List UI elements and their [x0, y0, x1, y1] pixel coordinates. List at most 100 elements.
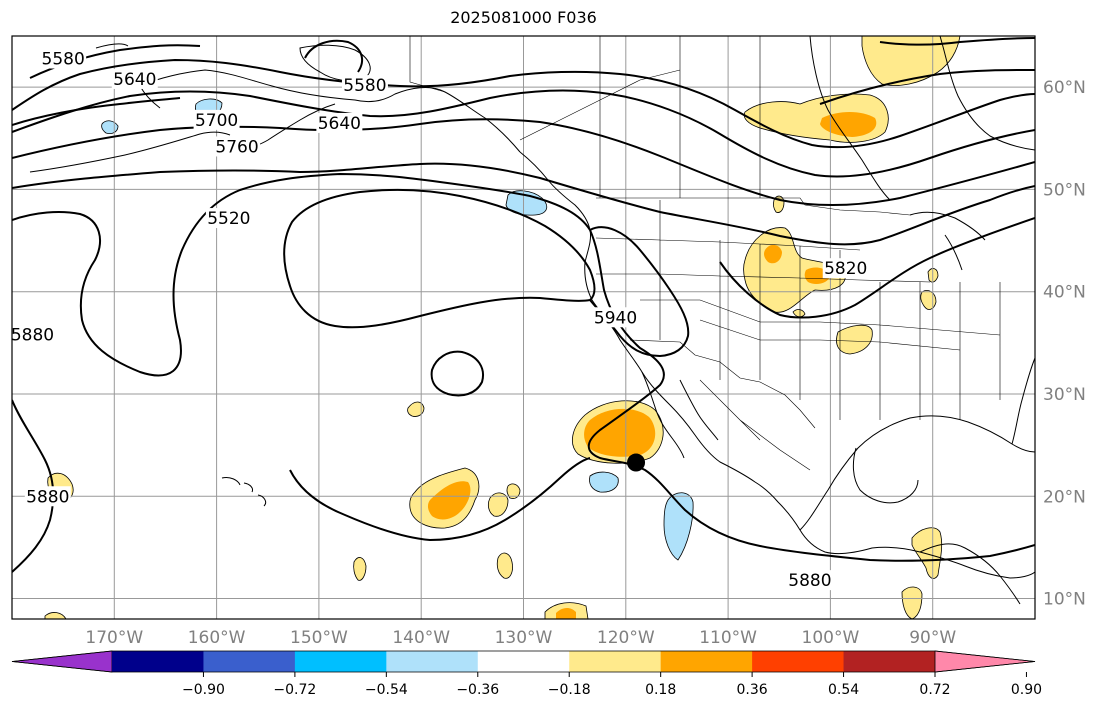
coastline-central-america [919, 543, 1021, 605]
coastline-baja [641, 371, 719, 459]
anomaly-region [427, 481, 471, 520]
coastline-east [1011, 357, 1035, 445]
colorbar-tick-label: 0.54 [828, 682, 859, 698]
coastline-hawaii [221, 477, 267, 507]
colorbar-segment [112, 651, 204, 672]
contour-label: 5640 [316, 112, 363, 134]
axis-tick-labels: 170°W 160°W 150°W 140°W 130°W 120°W 110°W 100°W… [85, 78, 1085, 648]
contour-label: 5880 [11, 324, 56, 346]
coastline-yucatan [852, 447, 919, 504]
lat-tick-label: 10°N [1043, 590, 1086, 610]
lat-tick-label: 40°N [1043, 283, 1086, 303]
anomaly-region [861, 36, 961, 86]
border-mexico-states [699, 379, 811, 471]
height-contours [12, 37, 1035, 573]
border-us-mexico [629, 339, 816, 429]
contour-5520 [879, 37, 1035, 46]
contour-label: 5580 [341, 75, 388, 96]
coastlines [29, 36, 1035, 605]
svg-text:5880: 5880 [788, 571, 831, 591]
lon-tick-label: 170°W [85, 628, 143, 648]
anomaly-region [556, 607, 576, 619]
svg-text:5520: 5520 [207, 209, 250, 229]
lat-tick-label: 20°N [1043, 487, 1086, 507]
svg-text:5880: 5880 [26, 487, 69, 507]
anomaly-region [836, 324, 873, 355]
colorbar-outline [11, 650, 1036, 673]
storm-position-marker [627, 453, 646, 472]
colorbar-tick-label: −0.36 [456, 682, 499, 698]
contour-label: 5640 [111, 68, 158, 90]
anomaly-region [820, 112, 877, 137]
svg-text:5640: 5640 [113, 70, 156, 90]
svg-text:5580: 5580 [42, 50, 85, 70]
svg-text:5760: 5760 [215, 137, 258, 157]
coastline-hudson [809, 36, 1035, 201]
anomaly-region [487, 492, 509, 517]
contour-5940 [589, 226, 690, 358]
anomaly-region [101, 120, 119, 134]
colorbar-segment [752, 651, 845, 672]
svg-text:5880: 5880 [11, 326, 54, 346]
colorbar-tick-label: 0.90 [1011, 682, 1042, 698]
anomaly-region [764, 244, 782, 264]
border-canada-provinces [519, 36, 761, 198]
colorbar-segment [386, 651, 479, 672]
coastline-great-lakes [909, 211, 986, 271]
contour-6000 [430, 350, 484, 397]
colorbar: −0.90 −0.72 −0.54 −0.36 −0.18 0.18 0.36 0.54 0.7… [11, 650, 1042, 698]
contour-label: 5880 [24, 486, 71, 507]
contour-5700 [12, 89, 1035, 178]
lon-tick-label: 130°W [495, 628, 553, 648]
svg-text:5580: 5580 [343, 76, 386, 96]
lat-tick-label: 30°N [1043, 385, 1086, 405]
graticule [12, 36, 1035, 619]
lon-tick-label: 90°W [909, 628, 956, 648]
contour-label: 5520 [205, 208, 252, 229]
contour-5820 [12, 162, 1035, 246]
colorbar-tick-label: −0.72 [273, 682, 316, 698]
colorbar-segment [569, 651, 662, 672]
map-frame [11, 35, 1036, 620]
coastline-alaska [139, 69, 521, 153]
colorbar-segment [294, 651, 387, 672]
lon-tick-label: 150°W [290, 628, 348, 648]
contour-label: 5580 [40, 48, 87, 70]
anomaly-region [584, 408, 656, 457]
border-us-states [595, 200, 1001, 420]
anomaly-region [901, 586, 923, 619]
contour-5820 [719, 217, 1035, 319]
contour-label: 5760 [214, 136, 261, 157]
svg-text:5940: 5940 [594, 308, 637, 328]
colorbar-segment [660, 651, 753, 672]
contour-label: 5700 [193, 109, 240, 131]
political-borders [409, 36, 1001, 471]
coastline-aleutians [29, 131, 231, 173]
lon-tick-label: 100°W [802, 628, 860, 648]
colorbar-segment [477, 651, 570, 672]
lon-tick-label: 160°W [188, 628, 246, 648]
contour-5880 [12, 172, 1035, 562]
contour-5760 [12, 118, 1035, 207]
lon-tick-label: 120°W [597, 628, 655, 648]
contour-labels: 5520 5580 5580 5640 5640 5700 5760 5820 5880 5880… [11, 48, 869, 591]
contour-label: 5880 [786, 570, 833, 591]
colorbar-extend-low [11, 650, 113, 673]
contour-5940 [283, 188, 596, 329]
contour-5580 [819, 69, 1035, 105]
figure-title: 2025081000 F036 [450, 8, 597, 27]
colorbar-tick-label: 0.18 [645, 682, 676, 698]
anomaly-region [44, 612, 67, 619]
colorbar-segment [203, 651, 296, 672]
shading-layer [44, 36, 961, 619]
contour-5880 [289, 457, 591, 542]
colorbar-tick-label: −0.54 [365, 682, 408, 698]
contour-5640-upper [304, 39, 364, 73]
svg-text:5640: 5640 [318, 114, 361, 134]
anomaly-region [506, 483, 521, 499]
contour-label: 5940 [592, 307, 639, 328]
anomaly-region [792, 309, 806, 318]
contour-5520 [12, 97, 181, 126]
